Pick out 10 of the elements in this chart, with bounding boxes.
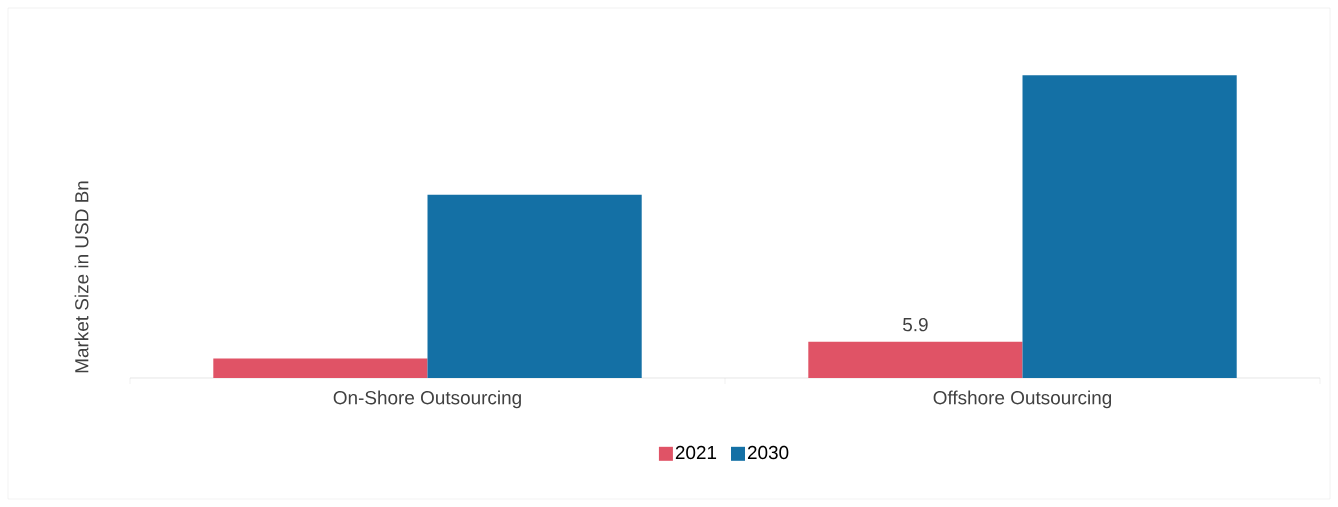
legend-label: 2030 <box>747 445 789 460</box>
x-tick-label: Offshore Outsourcing <box>933 390 1112 409</box>
x-tick-label: On-Shore Outsourcing <box>333 390 521 409</box>
data-label: 5.9 <box>903 317 928 332</box>
bar <box>1022 75 1237 378</box>
bar <box>808 341 1023 378</box>
bar <box>213 358 428 378</box>
bar <box>427 194 642 378</box>
legend-label: 2021 <box>675 445 717 460</box>
y-axis-title: Market Size in USD Bn <box>74 181 89 373</box>
